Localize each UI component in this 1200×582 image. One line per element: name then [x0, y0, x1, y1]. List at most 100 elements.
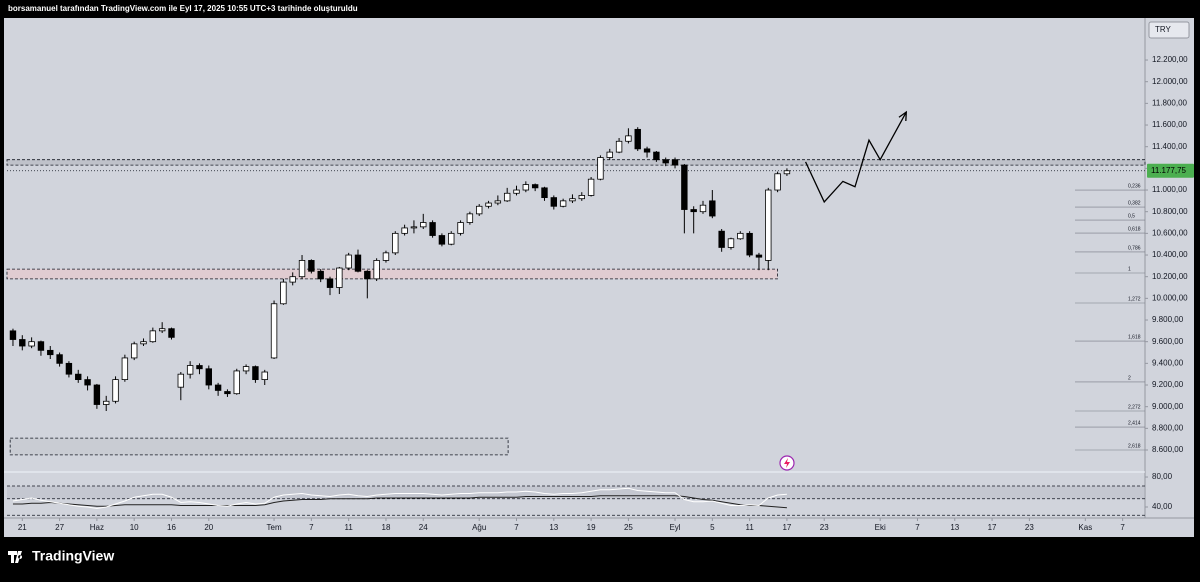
candle-body [65, 362, 73, 375]
candle-body [597, 157, 604, 180]
x-tick-label: 23 [1025, 523, 1034, 532]
candle-body [466, 213, 474, 223]
candle-body [289, 276, 296, 283]
x-tick-label: 25 [624, 523, 633, 532]
x-tick-label: 7 [915, 523, 920, 532]
candle-body [438, 235, 446, 245]
x-tick-label: 17 [988, 523, 997, 532]
candle-body [550, 197, 558, 207]
y-tick-label: 8.600,00 [1152, 445, 1184, 454]
osc-tick-label: 40,00 [1152, 502, 1173, 511]
x-tick-label: 18 [382, 523, 391, 532]
currency-box [1148, 21, 1190, 39]
x-tick-label: Eyl [669, 523, 680, 532]
candle-body [214, 384, 222, 391]
fib-label: 0,786 [1128, 245, 1141, 251]
y-tick-label: 9.400,00 [1152, 358, 1184, 367]
candle-body [186, 365, 194, 375]
candle-body [727, 238, 735, 248]
x-tick-label: 13 [549, 523, 558, 532]
x-tick-label: 7 [1120, 523, 1125, 532]
fib-label: 0,618 [1128, 226, 1141, 232]
candle-body [130, 343, 138, 359]
candle-body [75, 373, 82, 380]
candle-body [606, 151, 613, 158]
fib-label: 2,414 [1128, 420, 1141, 426]
y-tick-label: 11.000,00 [1152, 185, 1188, 194]
candle-body [28, 341, 35, 347]
candle-body [625, 135, 632, 142]
candle-body [746, 232, 753, 256]
projection-path [804, 111, 907, 204]
header: borsamanuel tarafından TradingView.com i… [8, 4, 358, 13]
candle-body [382, 252, 390, 261]
y-tick-label: 10.000,00 [1152, 293, 1188, 302]
y-tick-label: 9.600,00 [1152, 337, 1184, 346]
candle-body [494, 200, 502, 204]
y-tick-label: 10.400,00 [1152, 250, 1188, 259]
y-tick-label: 11.800,00 [1152, 98, 1188, 107]
candle-body [224, 391, 231, 395]
osc-band [7, 486, 1145, 499]
candle-body [19, 339, 26, 347]
candle-body [755, 254, 763, 258]
candle-body [615, 140, 623, 153]
projection-head [898, 110, 908, 122]
x-tick-label: 23 [820, 523, 829, 532]
candle-body [270, 303, 278, 359]
x-tick-label: 11 [745, 523, 754, 532]
candle-body [168, 328, 175, 338]
candle-body [429, 222, 436, 236]
candle-body [448, 232, 455, 245]
x-tick-label: Ağu [472, 523, 486, 532]
y-tick-label: 12.200,00 [1152, 55, 1188, 64]
candle-body [177, 373, 185, 388]
candle-body [364, 270, 371, 280]
candle-body [121, 357, 129, 380]
candle-body [280, 281, 287, 305]
x-tick-label: Haz [90, 523, 104, 532]
candle-body [317, 270, 324, 280]
candle-body [485, 202, 492, 207]
candle-body [531, 184, 539, 189]
candle-body [392, 232, 399, 254]
candle-body [643, 148, 651, 153]
x-tick-label: 7 [514, 523, 519, 532]
candle-body [56, 354, 63, 364]
candle-body [783, 170, 791, 175]
x-tick-label: 27 [55, 523, 64, 532]
candle-body [690, 209, 697, 213]
x-tick-label: 17 [782, 523, 791, 532]
candle-body [587, 178, 595, 196]
candle-body [737, 232, 744, 240]
candle-body [410, 226, 418, 229]
candle-body [103, 400, 110, 405]
candle-body [457, 222, 464, 234]
fib-label: 0,5 [1128, 213, 1135, 219]
candle-body [513, 189, 520, 194]
candle-body [158, 328, 166, 332]
osc-line [12, 495, 787, 509]
candle-body [242, 366, 250, 372]
candle-body [765, 189, 772, 261]
fib-label: 0,236 [1128, 183, 1141, 189]
candle-body [699, 204, 707, 213]
candle-body [522, 184, 530, 191]
candle-body [401, 227, 408, 234]
candle-body [709, 200, 716, 217]
y-tick-label: 12.000,00 [1152, 77, 1188, 86]
zone [6, 159, 1146, 166]
x-tick-label: 16 [167, 523, 176, 532]
osc-tick-label: 80,00 [1152, 472, 1173, 481]
candle-body [345, 254, 352, 269]
x-tick-label: 19 [587, 523, 596, 532]
fib-label: 2 [1128, 375, 1131, 381]
alert-bolt [784, 458, 790, 468]
y-tick-label: 10.800,00 [1152, 207, 1188, 216]
y-tick-label: 9.800,00 [1152, 315, 1184, 324]
candle-body [112, 379, 119, 402]
candle-body [503, 192, 511, 202]
candle-body [93, 384, 101, 405]
y-tick-label: 9.000,00 [1152, 402, 1184, 411]
